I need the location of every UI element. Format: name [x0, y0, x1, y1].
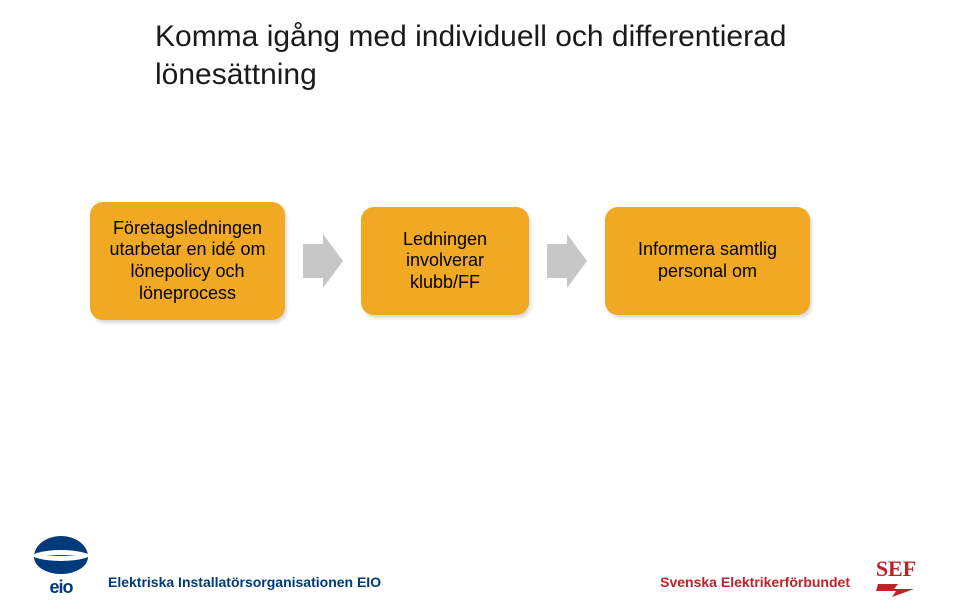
eio-wordmark: eio [32, 577, 90, 598]
footer-left-label: Elektriska Installatörsorganisationen EI… [108, 574, 381, 590]
eio-swoosh-icon [34, 536, 88, 574]
slide-title: Komma igång med individuell och differen… [155, 18, 795, 93]
flow-box-1-text: Företagsledningen utarbetar en idé om lö… [102, 218, 273, 304]
eio-logo: eio [32, 536, 90, 598]
footer: eio Elektriska Installatörsorganisatione… [0, 520, 960, 598]
arrow-icon [303, 234, 343, 288]
flowchart: Företagsledningen utarbetar en idé om lö… [90, 202, 810, 320]
slide: Komma igång med individuell och differen… [0, 0, 960, 610]
sef-logo: SEF [862, 558, 930, 598]
flow-box-2-text: Ledningen involverar klubb/FF [373, 229, 517, 294]
sef-wordmark: SEF [862, 558, 930, 580]
sef-bolt-icon [876, 580, 916, 598]
flow-box-3-text: Informera samtlig personal om [617, 239, 798, 282]
flow-box-1: Företagsledningen utarbetar en idé om lö… [90, 202, 285, 320]
arrow-icon [547, 234, 587, 288]
flow-box-2: Ledningen involverar klubb/FF [361, 207, 529, 315]
footer-right-label: Svenska Elektrikerförbundet [660, 574, 850, 590]
flow-box-3: Informera samtlig personal om [605, 207, 810, 315]
